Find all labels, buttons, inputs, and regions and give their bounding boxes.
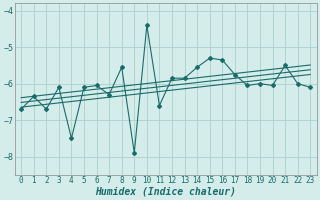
X-axis label: Humidex (Indice chaleur): Humidex (Indice chaleur) [95,187,236,197]
